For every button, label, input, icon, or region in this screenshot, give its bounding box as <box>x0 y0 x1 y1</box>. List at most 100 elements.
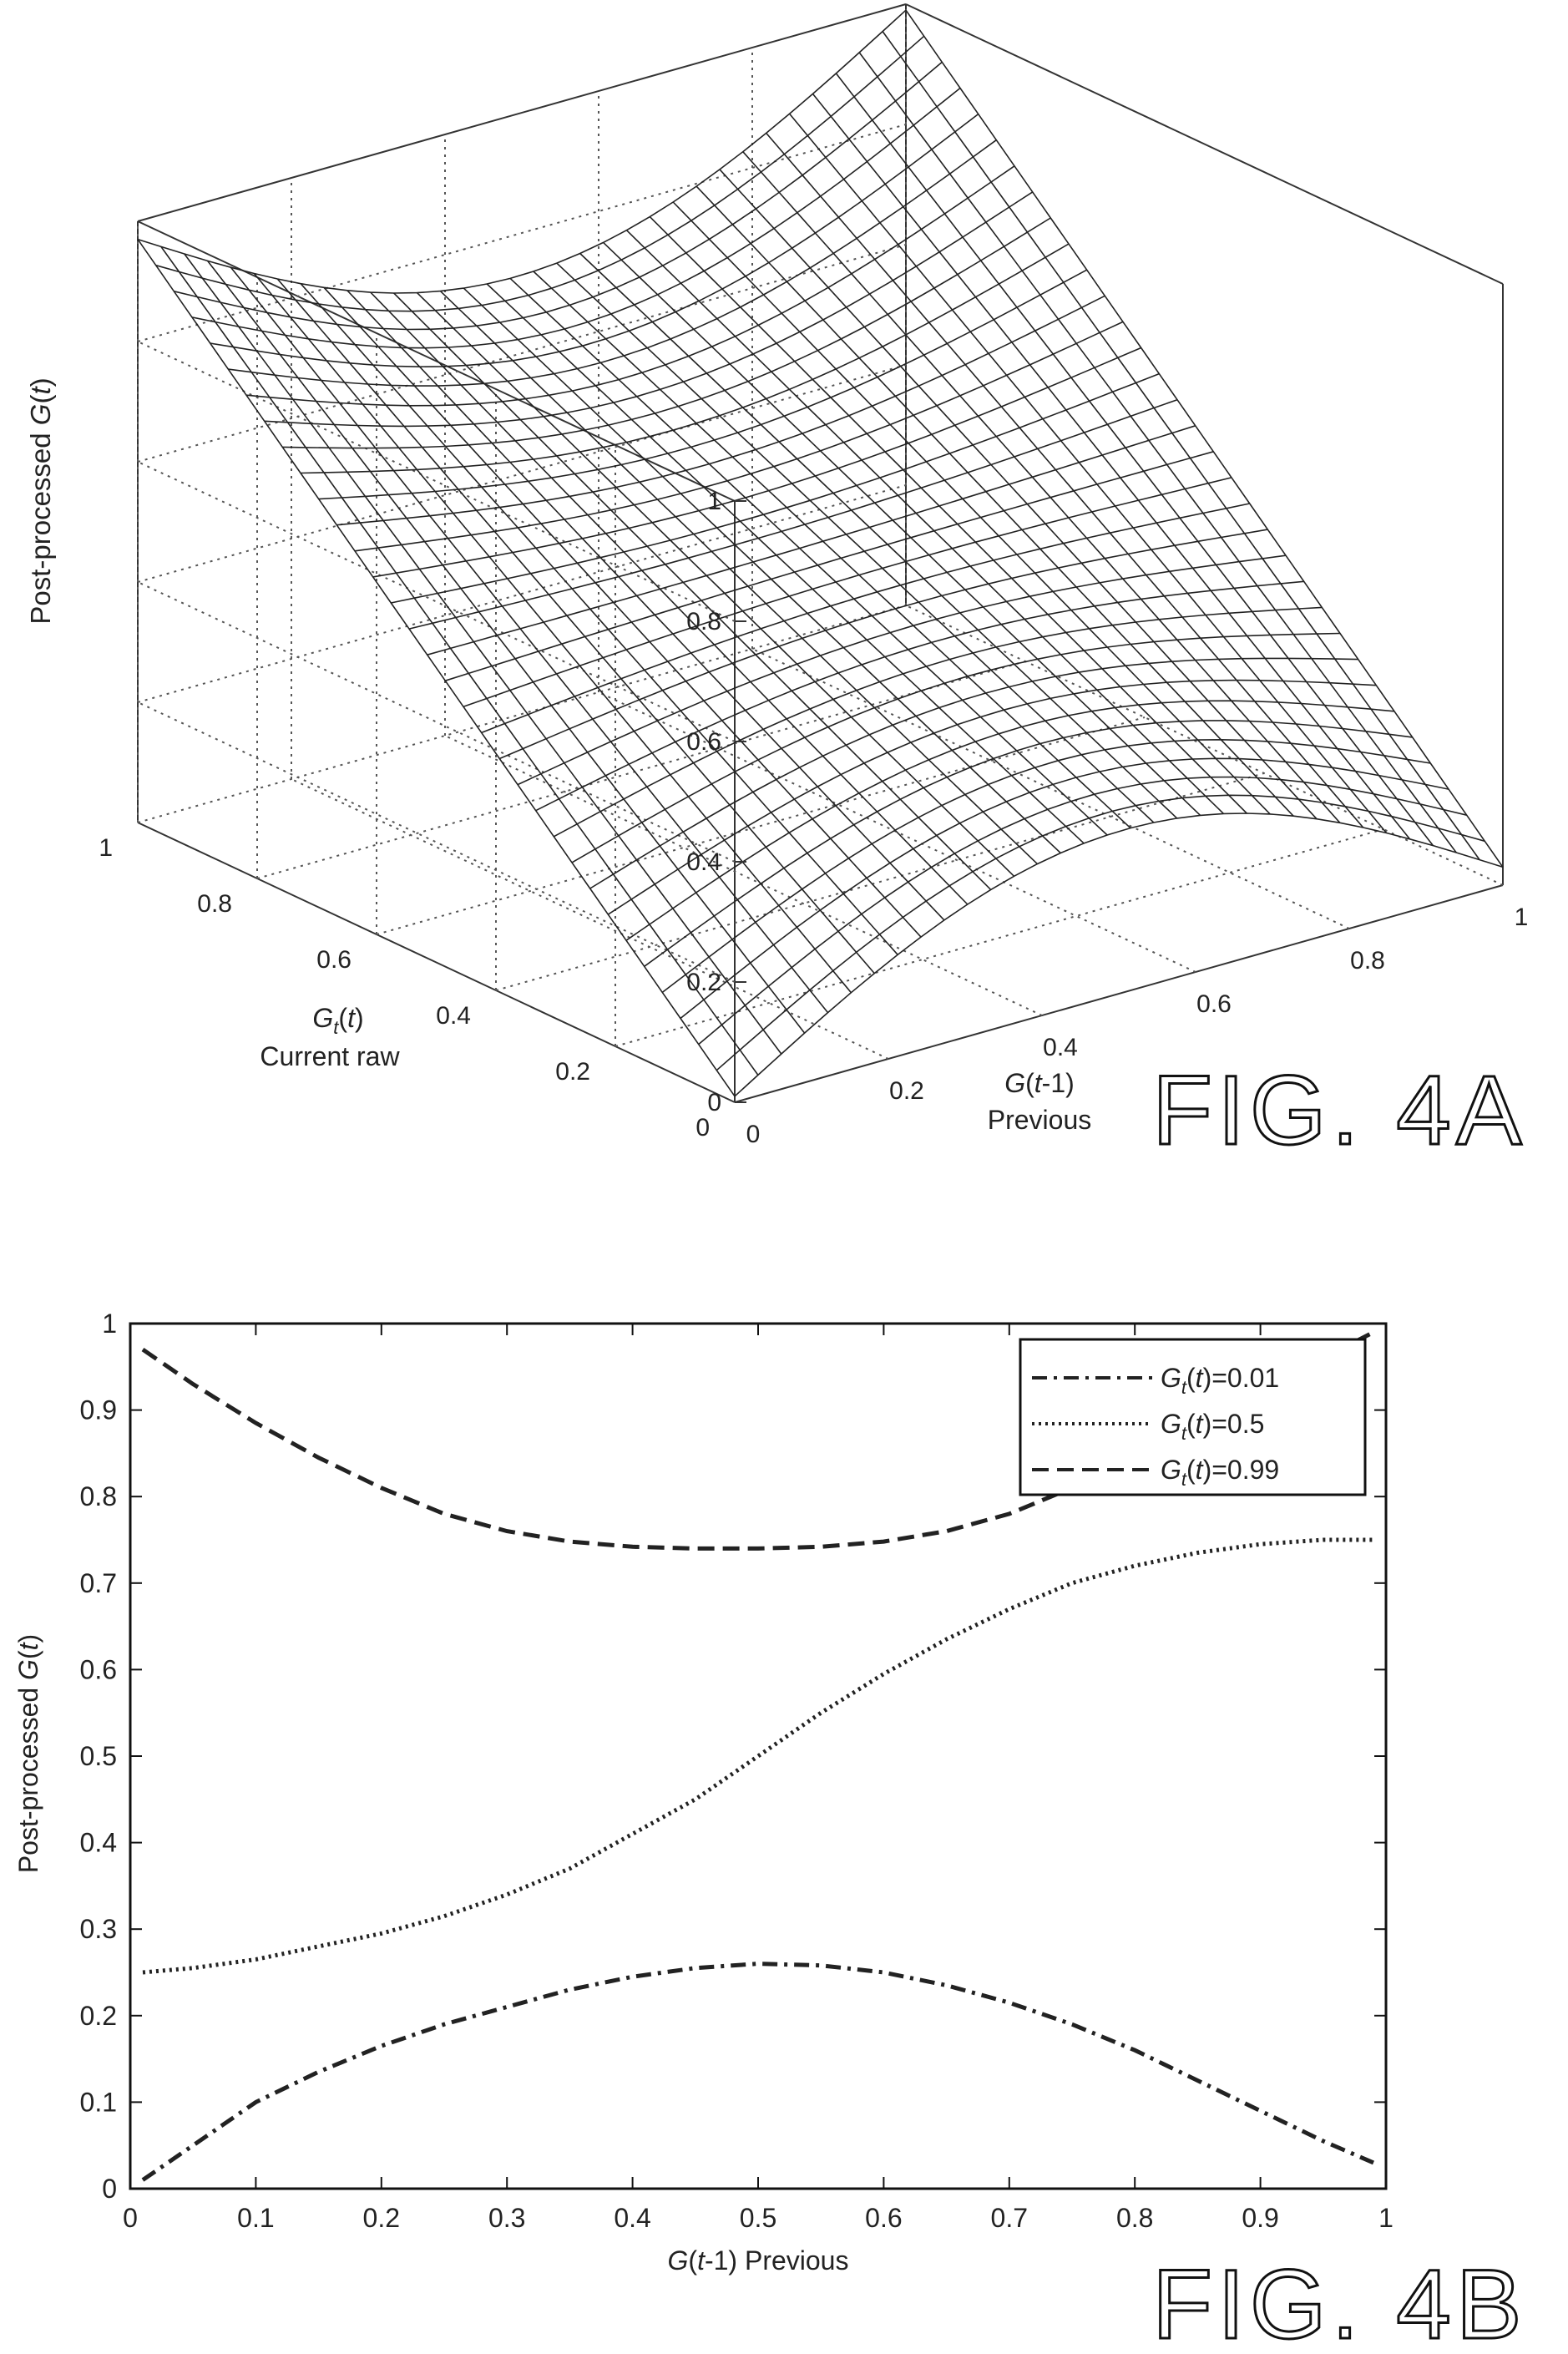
mesh-line-y <box>206 260 806 1034</box>
y-tick-label: 0.5 <box>80 1741 117 1771</box>
x-tick-label: 0 <box>746 1121 761 1148</box>
mesh-line-y <box>742 151 1341 823</box>
mesh-line-x <box>391 372 1160 604</box>
x-tick-label: 0.7 <box>991 2203 1028 2233</box>
legend-box <box>1019 1338 1367 1496</box>
z-tick-label: 1 <box>707 488 721 515</box>
mesh-line-x <box>245 165 1015 407</box>
mesh-line-y <box>137 239 736 1097</box>
mesh-line-y <box>416 292 1015 877</box>
legend-entry-1: Gt(t)=0.01 <box>1161 1363 1279 1398</box>
mesh-line-x <box>734 813 1504 1097</box>
y-tick-label: 0.1 <box>80 2087 117 2117</box>
surface-gridlines <box>137 4 1504 1060</box>
surface-axes-box <box>137 3 1504 1103</box>
mesh-line-x <box>553 606 1323 838</box>
y-tick-label: 0 <box>695 1114 710 1142</box>
line-plot-ticks: 0 0.1 0.2 0.3 0.4 0.5 0.6 0.7 0.8 0.9 1 0 0.1 0.2 0.3 0… <box>80 1309 1393 2233</box>
legend-entry-3: Gt(t)=0.99 <box>1161 1455 1279 1490</box>
x-tick-label: 0.6 <box>865 2203 902 2233</box>
mesh-line-x <box>155 35 925 312</box>
mesh-line-y <box>370 291 969 905</box>
mesh-line-x <box>228 139 997 387</box>
x-tick-label: 0.4 <box>614 2203 650 2233</box>
mesh-line-y <box>439 291 1038 865</box>
mesh-line-x <box>137 9 907 294</box>
x-axis-label-4b: G(t-1) Previous <box>668 2245 849 2276</box>
mesh-line-y <box>184 253 782 1055</box>
line-plot-4b: 0 0.1 0.2 0.3 0.4 0.5 0.6 0.7 0.8 0.9 1 0 0.1 0.2 0.3 0… <box>13 1309 1527 2354</box>
mesh-line-y <box>812 93 1411 840</box>
y-tick-label: 0.3 <box>80 1914 117 1944</box>
mesh-line-y <box>276 278 875 975</box>
y-tick-label: 0.4 <box>436 1002 471 1030</box>
mesh-line-y <box>603 241 1201 816</box>
mesh-line-x <box>445 451 1214 681</box>
mesh-line-x <box>427 425 1196 656</box>
mesh-line-x <box>698 776 1467 1045</box>
y-tick-label: 0.8 <box>197 890 232 918</box>
y-axis-label-sub: Current raw <box>260 1041 400 1071</box>
y-tick-label: 0.4 <box>80 1828 117 1858</box>
mesh-line-x <box>535 580 1304 812</box>
x-tick-label: 0.1 <box>237 2203 274 2233</box>
mesh-line-y <box>300 283 898 955</box>
x-tick-label: 0.4 <box>1043 1034 1078 1061</box>
mesh-line-y <box>882 31 1480 861</box>
y-tick-label: 0.9 <box>80 1395 117 1425</box>
mesh-line-y <box>230 266 829 1014</box>
mesh-line-y <box>719 169 1318 820</box>
x-tick-label: 1 <box>1515 904 1529 931</box>
x-tick-label: 1 <box>1378 2203 1393 2233</box>
z-tick-label: 0 <box>707 1089 721 1116</box>
mesh-line-x <box>680 757 1449 1020</box>
mesh-line-y <box>766 132 1364 828</box>
z-tick-label: 0.6 <box>686 728 721 756</box>
series-line-dashed <box>141 1330 1375 1551</box>
mesh-line-y <box>323 286 922 938</box>
mesh-line-x <box>589 657 1358 889</box>
mesh-line-y <box>533 271 1131 829</box>
y-axis-label: Gt(t) <box>312 1003 363 1038</box>
mesh-line-y <box>556 262 1155 823</box>
mesh-line-y <box>835 73 1434 847</box>
mesh-line-y <box>579 252 1178 819</box>
mesh-line-x <box>174 61 943 331</box>
x-tick-label: 0.5 <box>740 2203 776 2233</box>
y-tick-label: 0.6 <box>316 946 352 974</box>
mesh-line-x <box>336 295 1105 526</box>
y-tick-label: 0.7 <box>80 1568 117 1598</box>
mesh-line-x <box>408 398 1178 630</box>
mesh-line-x <box>264 191 1034 428</box>
x-tick-label: 0.6 <box>1196 990 1232 1018</box>
x-tick-label: 0.8 <box>1116 2203 1153 2233</box>
mesh-line-x <box>354 321 1124 552</box>
mesh-line-x <box>607 679 1377 915</box>
figure-label-4b: FIG. 4B <box>1152 2250 1527 2354</box>
mesh-line-x <box>282 217 1051 449</box>
mesh-line-x <box>716 794 1485 1071</box>
mesh-line-x <box>625 700 1395 941</box>
mesh-line-x <box>481 503 1250 734</box>
surface-mesh <box>137 9 1504 1097</box>
mesh-line-x <box>498 529 1268 760</box>
y-tick-label: 1 <box>102 1309 117 1339</box>
y-axis-label-4b: Post-processed G(t) <box>13 1634 43 1873</box>
mesh-line-y <box>463 287 1061 854</box>
y-tick-label: 0.6 <box>80 1654 117 1684</box>
mesh-line-y <box>486 283 1085 844</box>
x-tick-label: 0.2 <box>363 2203 400 2233</box>
z-axis-label: Post-processed G(t) <box>25 377 56 624</box>
mesh-line-y <box>788 113 1388 834</box>
mesh-line-x <box>661 738 1431 994</box>
x-axis-label: G(t-1) <box>1004 1068 1075 1098</box>
x-tick-label: 0.8 <box>1350 947 1385 975</box>
mesh-line-x <box>318 269 1088 500</box>
figure-label-4a: FIG. 4A <box>1152 1056 1527 1166</box>
mesh-line-y <box>649 216 1247 814</box>
z-tick-label: 0.2 <box>686 969 721 996</box>
y-tick-label: 1 <box>99 834 113 862</box>
mesh-line-y <box>695 185 1294 817</box>
z-tick-label: 0.8 <box>686 608 721 635</box>
